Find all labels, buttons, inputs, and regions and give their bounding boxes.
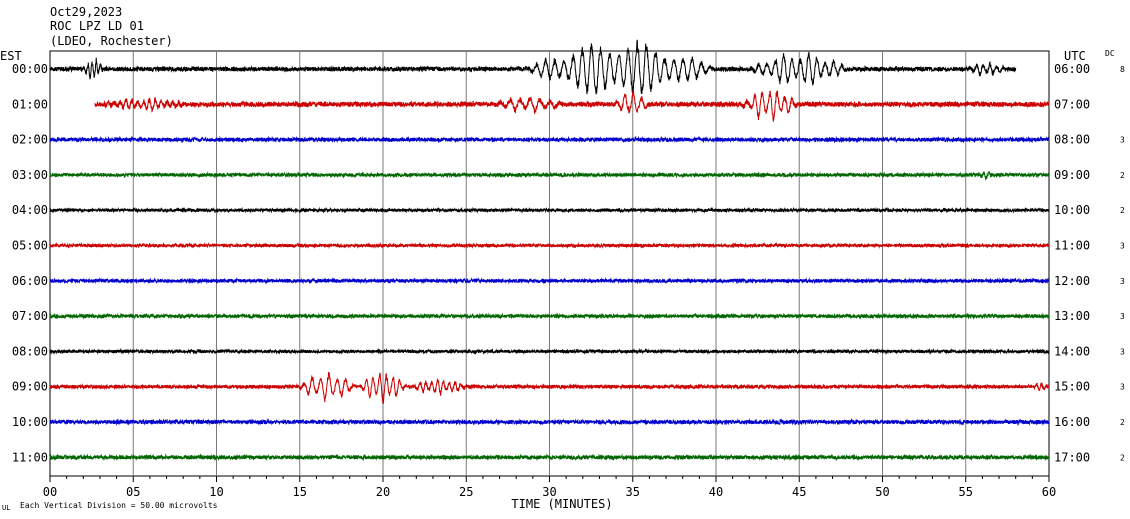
trace-layer xyxy=(49,39,1050,462)
trace-0600 xyxy=(49,277,1050,285)
est-label: 06:00 xyxy=(12,274,48,288)
utc-label: 14:00 xyxy=(1054,344,1090,358)
est-axis-label: EST xyxy=(0,49,22,63)
footer-mark: UL xyxy=(2,504,10,512)
trace-0200 xyxy=(49,135,1050,144)
trace-0000 xyxy=(49,39,1017,95)
label-layer: 00 05 10 15 20 25 30 35 40 45 50 55 60 EST UTC DC TIME (… xyxy=(0,49,1125,512)
trace-1000 xyxy=(49,418,1050,426)
x-tick-label: 45 xyxy=(792,485,806,499)
date-label: Oct29,2023 xyxy=(50,5,123,19)
est-label: 04:00 xyxy=(12,203,48,217)
utc-label: 10:00 xyxy=(1054,203,1090,217)
utc-label: 09:00 xyxy=(1054,168,1090,182)
est-label: 00:00 xyxy=(12,62,48,76)
x-tick-label: 25 xyxy=(459,485,473,499)
trace-0300 xyxy=(49,171,1050,182)
dc-value: 3 xyxy=(1120,383,1125,392)
utc-label: 07:00 xyxy=(1054,97,1090,111)
trace-1100 xyxy=(49,453,1050,462)
x-tick-label: 30 xyxy=(542,485,556,499)
scale-note: Each Vertical Division = 50.00 microvolt… xyxy=(20,501,218,510)
dc-value: 3 xyxy=(1120,312,1125,321)
dc-value: 3 xyxy=(1120,347,1125,356)
est-label: 03:00 xyxy=(12,168,48,182)
trace-0400 xyxy=(49,206,1050,214)
trace-0900 xyxy=(49,372,1050,404)
utc-axis-label: UTC xyxy=(1064,49,1086,63)
utc-label: 16:00 xyxy=(1054,415,1090,429)
dc-value: 2 xyxy=(1120,206,1125,215)
x-axis-title: TIME (MINUTES) xyxy=(511,497,612,511)
dc-value: 3 xyxy=(1120,242,1125,251)
trace-0500 xyxy=(49,241,1050,249)
utc-label: 17:00 xyxy=(1054,450,1090,464)
trace-0800 xyxy=(49,347,1050,355)
x-tick-label: 10 xyxy=(209,485,223,499)
x-tick-label: 20 xyxy=(376,485,390,499)
dc-value: 3 xyxy=(1120,277,1125,286)
trace-0100 xyxy=(94,89,1050,122)
dc-label: DC xyxy=(1105,49,1115,58)
est-label: 10:00 xyxy=(12,415,48,429)
grid xyxy=(49,50,1050,482)
est-label: 09:00 xyxy=(12,380,48,394)
x-tick-label: 05 xyxy=(126,485,140,499)
dc-value: 8 xyxy=(1120,65,1125,74)
dc-value: 2 xyxy=(1120,453,1125,462)
est-label: 05:00 xyxy=(12,239,48,253)
est-label: 11:00 xyxy=(12,450,48,464)
dc-value: 2 xyxy=(1120,171,1125,180)
station-label: ROC LPZ LD 01 xyxy=(50,19,144,33)
network-label: (LDEO, Rochester) xyxy=(50,34,173,48)
est-label: 01:00 xyxy=(12,97,48,111)
utc-label: 13:00 xyxy=(1054,309,1090,323)
est-label: 07:00 xyxy=(12,309,48,323)
utc-label: 12:00 xyxy=(1054,274,1090,288)
x-tick-label: 35 xyxy=(626,485,640,499)
utc-label: 06:00 xyxy=(1054,62,1090,76)
trace-0700 xyxy=(49,312,1050,320)
x-tick-label: 55 xyxy=(959,485,973,499)
x-tick-label: 15 xyxy=(293,485,307,499)
utc-label: 11:00 xyxy=(1054,239,1090,253)
est-label: 08:00 xyxy=(12,344,48,358)
dc-value: 3 xyxy=(1120,136,1125,145)
x-tick-label: 50 xyxy=(875,485,889,499)
x-tick-label: 40 xyxy=(709,485,723,499)
est-label: 02:00 xyxy=(12,133,48,147)
x-tick-label: 60 xyxy=(1042,485,1056,499)
dc-value: 2 xyxy=(1120,418,1125,427)
utc-label: 15:00 xyxy=(1054,380,1090,394)
utc-label: 08:00 xyxy=(1054,133,1090,147)
x-tick-label: 00 xyxy=(43,485,57,499)
